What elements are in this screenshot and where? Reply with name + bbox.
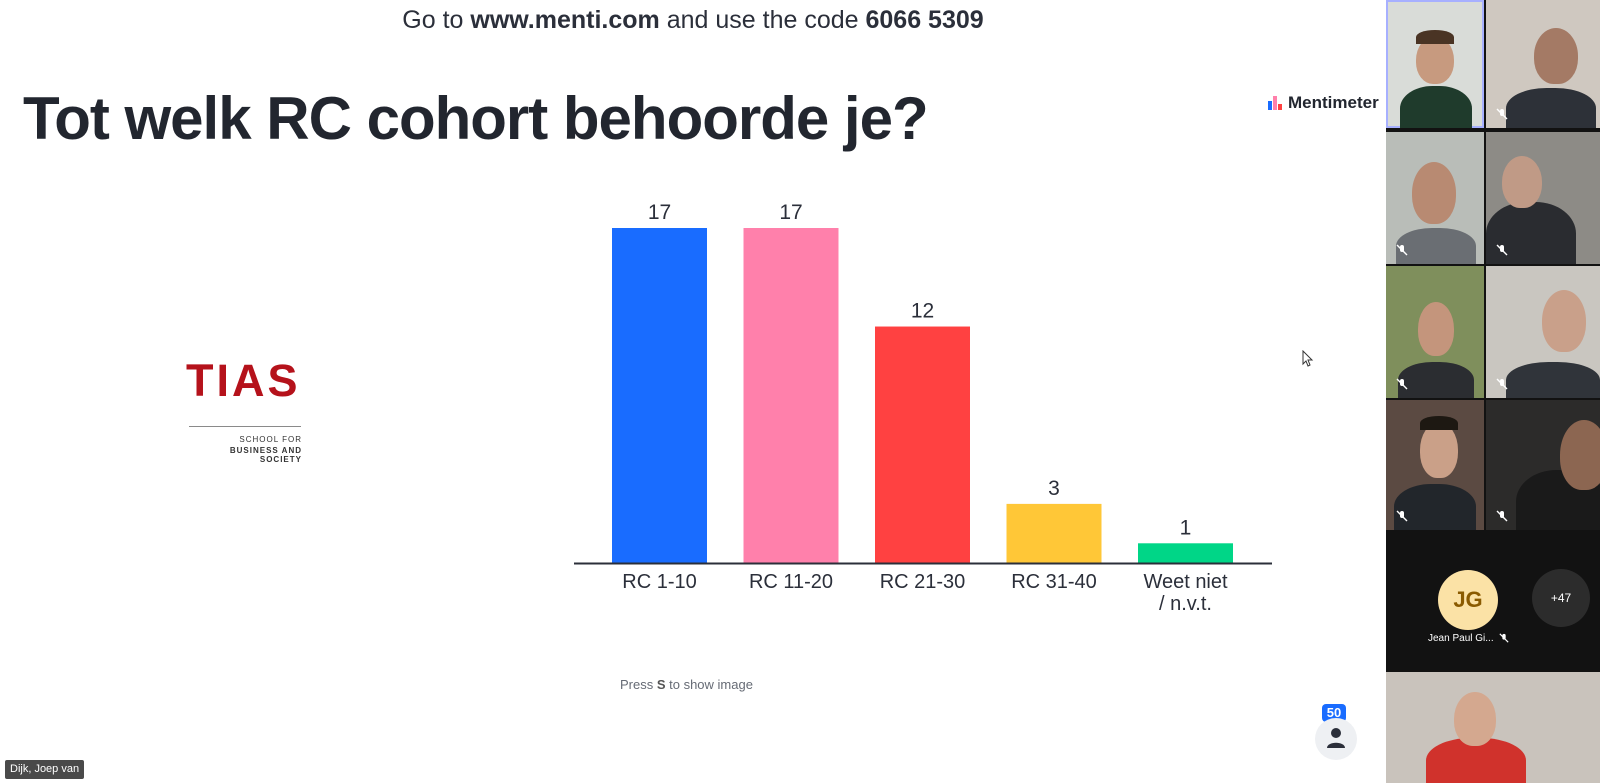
more-participants-button[interactable]: +47 <box>1532 569 1590 627</box>
participant-video-tile[interactable] <box>1486 266 1600 398</box>
muted-mic-icon <box>1396 510 1408 522</box>
tias-logo-subtitle-1: SCHOOL FOR <box>239 435 302 444</box>
person-icon <box>1327 728 1345 748</box>
bar-1 <box>612 228 707 563</box>
participant-video-tile[interactable] <box>1386 0 1484 128</box>
bar-2 <box>743 228 839 563</box>
participant-video-tile[interactable] <box>1486 400 1600 530</box>
results-bar-chart: 17 RC 1-10 17 RC 11-20 12 RC 21-30 3 RC 31-40 1 W… <box>574 201 1272 615</box>
mouse-cursor-icon <box>1302 350 1314 367</box>
category-label: RC 21-30 <box>880 571 966 593</box>
mentimeter-brand: Mentimeter <box>1268 93 1379 113</box>
participant-avatar[interactable]: JG <box>1438 570 1498 630</box>
muted-mic-icon <box>1499 633 1509 643</box>
tias-logo-word: TIAS <box>186 355 301 406</box>
participant-video-tile[interactable] <box>1386 132 1484 264</box>
category-label: RC 1-10 <box>622 571 696 593</box>
muted-mic-icon <box>1496 378 1508 390</box>
slide-title: Tot welk RC cohort behoorde je? <box>23 85 929 152</box>
bar-value-label: 17 <box>648 201 671 224</box>
mentimeter-logo-icon <box>1268 96 1282 110</box>
category-label: RC 31-40 <box>1011 571 1097 593</box>
tias-logo-subtitle-2: BUSINESS AND SOCIETY <box>229 446 302 464</box>
hint-suffix: to show image <box>665 677 753 692</box>
tias-logo: TIAS SCHOOL FOR BUSINESS AND SOCIETY <box>186 358 306 464</box>
participant-video-tile[interactable] <box>1386 400 1484 530</box>
join-prefix: Go to <box>402 6 471 34</box>
join-instructions: Go to www.menti.com and use the code 606… <box>0 6 1386 35</box>
bar-5 <box>1138 543 1233 563</box>
join-url: www.menti.com <box>470 6 660 34</box>
hint-prefix: Press <box>620 677 657 692</box>
bar-4 <box>1006 503 1102 563</box>
participant-video-tile[interactable] <box>1486 132 1600 264</box>
participant-video-tile[interactable] <box>1386 672 1600 783</box>
bar-value-label: 17 <box>779 201 802 224</box>
muted-mic-icon <box>1396 244 1408 256</box>
participant-video-tile[interactable] <box>1486 0 1600 128</box>
join-middle: and use the code <box>659 6 866 34</box>
muted-mic-icon <box>1496 244 1508 256</box>
hint-key: S <box>656 677 666 692</box>
muted-mic-icon <box>1496 510 1508 522</box>
category-label: Weet niet / n.v.t. <box>1143 571 1228 615</box>
join-code: 6066 5309 <box>865 6 984 34</box>
brand-name: Mentimeter <box>1288 93 1379 112</box>
participant-gallery <box>1386 0 1600 783</box>
show-image-hint: Press S to show image <box>620 677 753 692</box>
active-speaker-label: Dijk, Joep van <box>5 760 85 779</box>
participant-avatar-name: Jean Paul Gi... <box>1428 633 1509 644</box>
participant-name: Jean Paul Gi... <box>1428 633 1494 644</box>
bar-value-label: 3 <box>1048 477 1060 500</box>
muted-mic-icon <box>1496 108 1508 120</box>
participant-video-tile[interactable] <box>1386 266 1484 398</box>
bar-3 <box>875 326 970 563</box>
tias-logo-divider <box>189 426 301 427</box>
audience-button[interactable] <box>1315 718 1357 760</box>
muted-mic-icon <box>1396 378 1408 390</box>
presentation-slide: Go to www.menti.com and use the code 606… <box>0 6 1386 779</box>
audience-count-badge: 50 <box>1322 704 1346 722</box>
bar-value-label: 12 <box>911 300 934 323</box>
bar-value-label: 1 <box>1180 516 1192 539</box>
category-label: RC 11-20 <box>749 571 833 593</box>
